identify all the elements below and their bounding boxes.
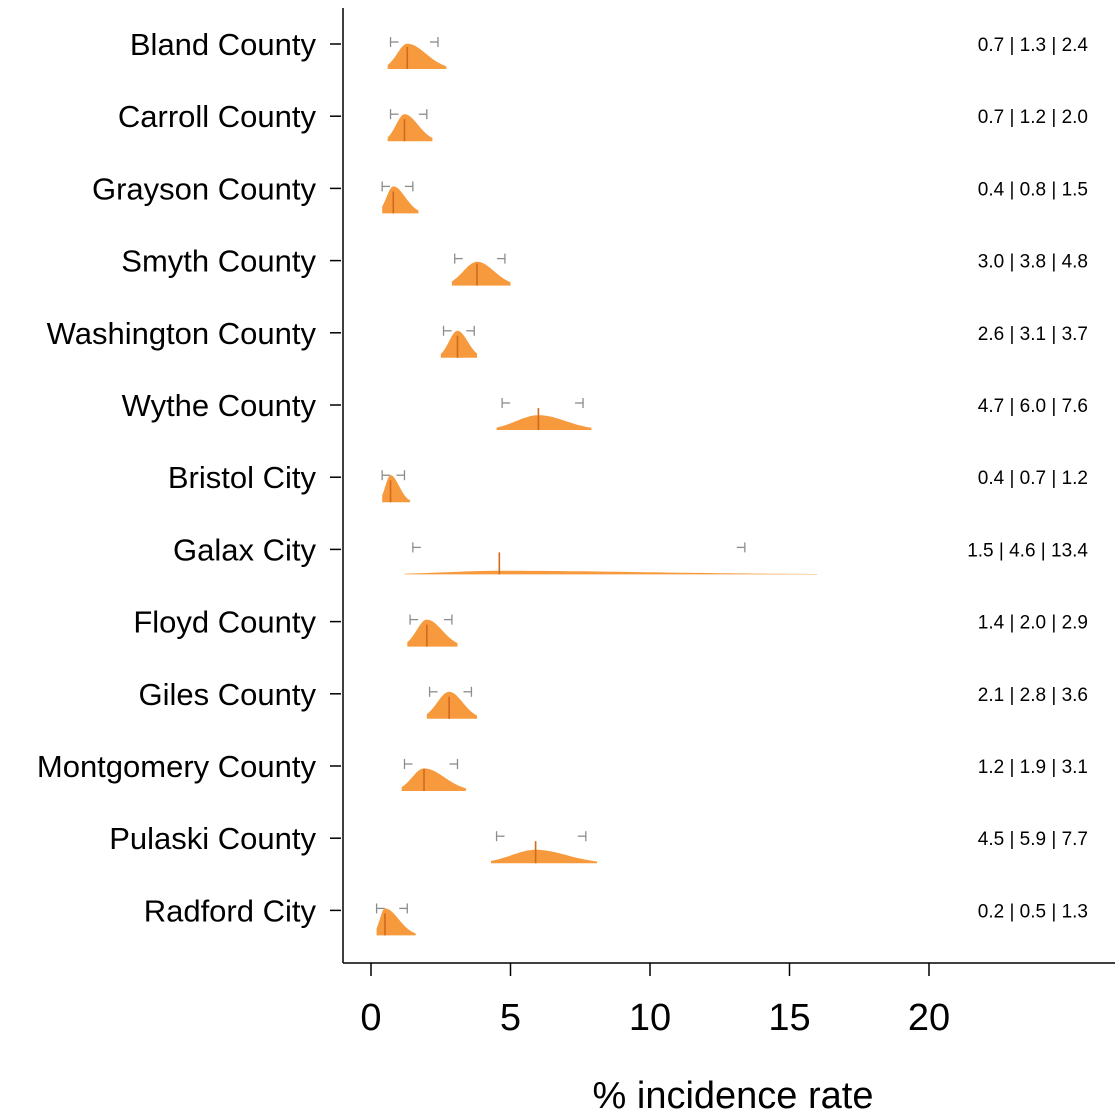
violin-5	[496, 415, 592, 430]
violin-11	[491, 849, 597, 864]
violin-6	[382, 475, 411, 503]
violin-9	[426, 691, 477, 719]
category-label-7: Galax City	[173, 532, 316, 567]
value-label-7: 1.5 | 4.6 | 13.4	[967, 540, 1088, 561]
x-tick-label-1: 5	[500, 997, 521, 1039]
value-label-11: 4.5 | 5.9 | 7.7	[978, 829, 1088, 850]
violin-2	[382, 186, 419, 214]
violin-12	[376, 908, 416, 936]
category-label-3: Smyth County	[121, 244, 316, 279]
value-label-2: 0.4 | 0.8 | 1.5	[978, 179, 1088, 200]
category-label-6: Bristol City	[168, 460, 317, 495]
violin-10	[401, 768, 466, 791]
value-label-6: 0.4 | 0.7 | 1.2	[978, 468, 1088, 489]
value-label-10: 1.2 | 1.9 | 3.1	[978, 757, 1088, 778]
category-label-0: Bland County	[130, 27, 317, 62]
category-label-4: Washington County	[47, 316, 317, 351]
x-tick-label-3: 15	[768, 997, 810, 1039]
chart-marks	[375, 37, 818, 936]
violin-1	[387, 114, 433, 142]
x-tick-label-2: 10	[629, 997, 671, 1039]
value-label-0: 0.7 | 1.3 | 2.4	[978, 35, 1089, 56]
value-label-5: 4.7 | 6.0 | 7.6	[978, 396, 1088, 417]
category-label-12: Radford City	[144, 893, 317, 928]
x-tick-label-0: 0	[360, 997, 381, 1039]
category-label-9: Giles County	[139, 677, 317, 712]
value-label-3: 3.0 | 3.8 | 4.8	[978, 252, 1088, 273]
value-label-9: 2.1 | 2.8 | 3.6	[978, 685, 1088, 706]
chart-axes: Bland County 0.7 | 1.3 | 2.4 Carroll Count…	[37, 8, 1115, 1039]
category-label-5: Wythe County	[122, 388, 317, 423]
violin-0	[387, 43, 447, 69]
value-label-1: 0.7 | 1.2 | 2.0	[978, 107, 1088, 128]
category-label-8: Floyd County	[133, 605, 316, 640]
violin-4	[440, 330, 477, 358]
value-label-12: 0.2 | 0.5 | 1.3	[978, 901, 1088, 922]
value-label-4: 2.6 | 3.1 | 3.7	[978, 324, 1088, 345]
category-label-10: Montgomery County	[37, 749, 317, 784]
category-label-1: Carroll County	[118, 99, 317, 134]
violin-8	[407, 619, 458, 647]
category-label-11: Pulaski County	[109, 821, 316, 856]
violin-7	[404, 570, 818, 575]
category-label-2: Grayson County	[92, 171, 316, 206]
x-tick-label-4: 20	[908, 997, 950, 1039]
x-axis-title: % incidence rate	[593, 1075, 874, 1115]
value-label-8: 1.4 | 2.0 | 2.9	[978, 613, 1088, 634]
violin-3	[451, 261, 511, 286]
